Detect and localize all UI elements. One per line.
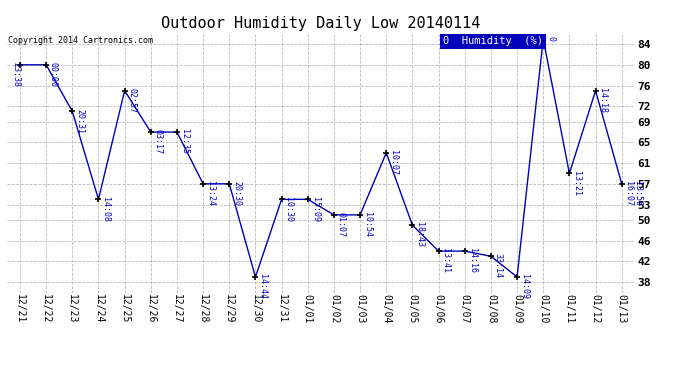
Text: 0: 0	[546, 36, 555, 41]
Text: 12:35: 12:35	[179, 129, 189, 154]
Text: 14:08: 14:08	[101, 196, 110, 222]
Text: Copyright 2014 Cartronics.com: Copyright 2014 Cartronics.com	[8, 36, 153, 45]
Text: 14:44: 14:44	[258, 274, 267, 299]
Text: 13:56: 13:56	[633, 181, 642, 206]
Text: 0  Humidity  (%): 0 Humidity (%)	[443, 36, 543, 46]
Text: 03:17: 03:17	[154, 129, 163, 154]
Text: 14:16: 14:16	[468, 248, 477, 273]
Text: 14:18: 14:18	[598, 88, 607, 113]
Text: 15:09: 15:09	[310, 196, 319, 222]
Text: 10:30: 10:30	[284, 196, 293, 222]
Text: 16:07: 16:07	[624, 181, 633, 206]
Text: 13:41: 13:41	[442, 248, 451, 273]
Text: 20:31: 20:31	[75, 109, 84, 134]
Text: 01:07: 01:07	[337, 212, 346, 237]
Text: 23:38: 23:38	[12, 62, 21, 87]
Text: 10:54: 10:54	[363, 212, 372, 237]
Text: 13:24: 13:24	[206, 181, 215, 206]
Text: 00:00: 00:00	[49, 62, 58, 87]
Text: 18:43: 18:43	[415, 222, 424, 248]
Text: 14:09: 14:09	[520, 274, 529, 299]
Text: 33:14: 33:14	[493, 254, 503, 279]
Text: 20:30: 20:30	[232, 181, 241, 206]
Text: 02:57: 02:57	[128, 88, 137, 113]
Text: 13:21: 13:21	[572, 171, 581, 196]
Text: 10:07: 10:07	[389, 150, 398, 175]
Title: Outdoor Humidity Daily Low 20140114: Outdoor Humidity Daily Low 20140114	[161, 16, 480, 31]
